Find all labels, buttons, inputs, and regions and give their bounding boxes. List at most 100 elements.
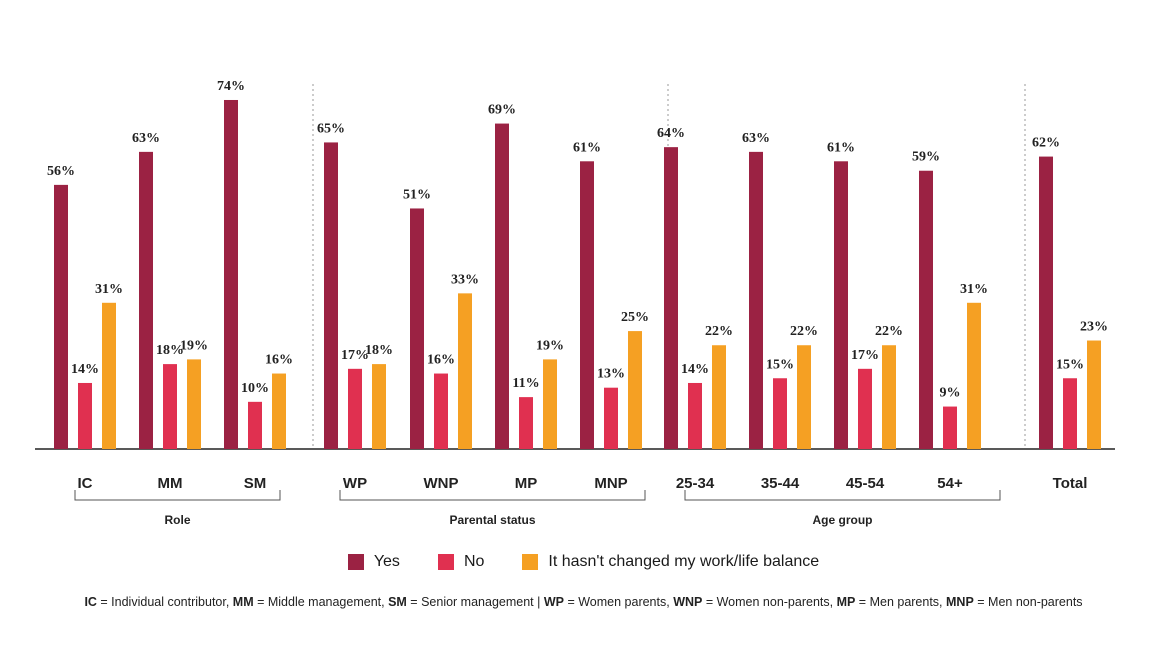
data-label: 61% bbox=[827, 140, 855, 155]
bar-no bbox=[604, 387, 618, 449]
bar-unchanged bbox=[458, 293, 472, 449]
category-label: WNP bbox=[424, 475, 459, 492]
footnote-text: = Senior management | bbox=[406, 595, 544, 609]
bar-unchanged bbox=[1087, 340, 1101, 449]
bar-yes bbox=[54, 184, 68, 449]
category-label: MNP bbox=[594, 475, 627, 492]
data-label: 62% bbox=[1032, 136, 1060, 151]
footnote-abbr: SM bbox=[388, 595, 407, 609]
category-label: WP bbox=[343, 475, 367, 492]
bar-no bbox=[943, 406, 957, 449]
group-label: Parental status bbox=[449, 513, 535, 527]
data-label: 22% bbox=[790, 324, 818, 339]
bar-no bbox=[78, 382, 92, 449]
bar-no bbox=[163, 364, 177, 449]
bar-yes bbox=[834, 161, 848, 450]
data-label: 23% bbox=[1080, 320, 1108, 335]
bar-unchanged bbox=[797, 345, 811, 449]
data-label: 61% bbox=[573, 140, 601, 155]
bar-yes bbox=[580, 161, 594, 450]
bar-unchanged bbox=[712, 345, 726, 449]
footnote-abbr: MNP bbox=[946, 595, 974, 609]
bar-no bbox=[348, 368, 362, 449]
bar-no bbox=[248, 401, 262, 449]
bar-yes bbox=[324, 142, 338, 449]
bar-chart: 56%14%31%IC63%18%19%MM74%10%16%SM65%17%1… bbox=[35, 79, 1115, 527]
data-label: 9% bbox=[940, 386, 961, 401]
legend-swatch-no bbox=[437, 554, 454, 570]
data-label: 18% bbox=[156, 343, 184, 358]
footnote-abbr: MM bbox=[232, 595, 254, 609]
data-label: 17% bbox=[851, 348, 879, 363]
data-label: 74% bbox=[217, 79, 245, 94]
legend-item-yes: Yes bbox=[347, 553, 400, 571]
footnote-abbr: IC bbox=[84, 595, 97, 609]
bar-unchanged bbox=[102, 302, 116, 449]
data-label: 65% bbox=[317, 121, 345, 136]
bar-no bbox=[519, 397, 533, 449]
data-label: 19% bbox=[536, 338, 564, 353]
data-label: 13% bbox=[597, 367, 625, 382]
data-label: 17% bbox=[341, 348, 369, 363]
footnote-text: = Individual contributor, bbox=[96, 595, 233, 609]
data-label: 15% bbox=[1056, 357, 1084, 372]
bar-yes bbox=[224, 99, 238, 449]
group-bracket bbox=[684, 490, 1001, 501]
footnote-text: = Middle management, bbox=[253, 595, 389, 609]
bar-unchanged bbox=[967, 302, 981, 449]
category-label: IC bbox=[78, 475, 93, 492]
legend-swatch-unchanged bbox=[522, 554, 539, 570]
legend-label-yes: Yes bbox=[373, 553, 400, 570]
data-label: 18% bbox=[365, 343, 393, 358]
bar-unchanged bbox=[543, 359, 557, 449]
category-label: MP bbox=[515, 475, 538, 492]
group-label: Age group bbox=[813, 513, 873, 527]
legend: Yes No It hasn't changed my work/life ba… bbox=[0, 553, 1167, 571]
data-label: 69% bbox=[488, 103, 516, 118]
bar-yes bbox=[1039, 156, 1053, 449]
legend-item-no: No bbox=[437, 553, 485, 571]
category-label: SM bbox=[244, 475, 267, 492]
group-label: Role bbox=[164, 513, 190, 527]
data-label: 14% bbox=[681, 362, 709, 377]
data-label: 64% bbox=[657, 126, 685, 141]
group-bracket bbox=[74, 490, 281, 501]
data-label: 31% bbox=[95, 282, 123, 297]
category-label: 35-44 bbox=[761, 475, 800, 492]
data-label: 16% bbox=[265, 353, 293, 368]
bar-yes bbox=[919, 170, 933, 449]
bar-unchanged bbox=[187, 359, 201, 449]
footnote-abbr: WNP bbox=[673, 595, 703, 609]
bar-unchanged bbox=[882, 345, 896, 449]
data-label: 19% bbox=[180, 338, 208, 353]
bar-unchanged bbox=[272, 373, 286, 449]
data-label: 59% bbox=[912, 150, 940, 165]
category-label: 25-34 bbox=[676, 475, 715, 492]
footnote-text: = Women parents, bbox=[563, 595, 674, 609]
data-label: 16% bbox=[427, 353, 455, 368]
bar-unchanged bbox=[372, 364, 386, 449]
legend-label-no: No bbox=[463, 553, 485, 570]
data-label: 51% bbox=[403, 187, 431, 202]
category-label: 54+ bbox=[937, 475, 963, 492]
data-label: 25% bbox=[621, 310, 649, 325]
bar-no bbox=[1063, 378, 1077, 449]
data-label: 10% bbox=[241, 381, 269, 396]
bar-no bbox=[858, 368, 872, 449]
bar-no bbox=[773, 378, 787, 449]
data-label: 63% bbox=[132, 131, 160, 146]
bar-yes bbox=[410, 208, 424, 449]
data-label: 15% bbox=[766, 357, 794, 372]
bar-unchanged bbox=[628, 331, 642, 449]
footnote-abbr: MP bbox=[836, 595, 856, 609]
bar-no bbox=[434, 373, 448, 449]
footnote-abbr: WP bbox=[543, 595, 564, 609]
footnote-text: = Men non-parents bbox=[973, 595, 1083, 609]
data-label: 31% bbox=[960, 282, 988, 297]
legend-swatch-yes bbox=[347, 554, 364, 570]
data-label: 11% bbox=[512, 376, 539, 391]
bar-yes bbox=[664, 147, 678, 449]
bar-no bbox=[688, 382, 702, 449]
category-label: MM bbox=[158, 475, 183, 492]
category-label: Total bbox=[1053, 475, 1088, 492]
